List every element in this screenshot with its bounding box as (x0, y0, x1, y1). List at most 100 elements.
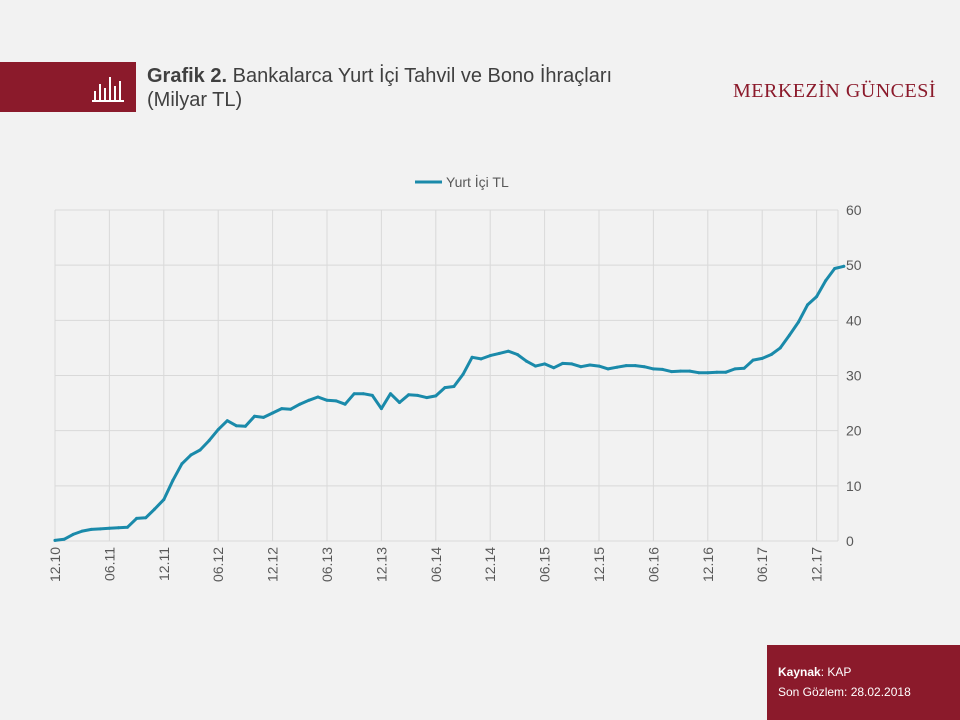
data-point (225, 419, 229, 423)
data-point (497, 351, 501, 355)
data-point (334, 399, 338, 403)
data-point (597, 364, 601, 368)
data-point (325, 398, 329, 402)
data-point (515, 353, 519, 356)
data-point (153, 507, 157, 511)
data-point (434, 394, 438, 398)
x-tick-label: 06.13 (319, 547, 335, 582)
data-point (488, 354, 492, 358)
x-tick-label: 06.14 (428, 547, 444, 582)
data-point (842, 264, 846, 268)
data-point (769, 353, 773, 356)
legend-label: Yurt İçi TL (446, 173, 509, 190)
data-point (778, 346, 782, 350)
data-point (117, 526, 120, 530)
data-point (234, 424, 238, 428)
data-point (53, 538, 57, 542)
data-point (787, 333, 791, 337)
data-point (561, 361, 565, 365)
data-point (298, 402, 302, 406)
data-point (760, 356, 764, 360)
y-tick-label: 0 (846, 533, 854, 549)
data-point (552, 366, 556, 370)
data-point (751, 358, 755, 362)
brand-name: MERKEZİN GÜNCESİ (733, 80, 936, 102)
data-point (824, 279, 828, 283)
data-point (198, 448, 202, 452)
data-point (71, 532, 75, 536)
data-point (307, 398, 311, 402)
x-tick-label: 12.13 (373, 547, 389, 582)
data-point (389, 392, 392, 396)
data-point (833, 267, 837, 270)
data-point (651, 367, 655, 371)
data-point (443, 386, 447, 390)
data-point (724, 370, 728, 374)
data-point (742, 366, 746, 370)
x-tick-label: 12.16 (700, 547, 716, 582)
data-point (697, 371, 701, 375)
data-point (815, 295, 819, 299)
data-point (615, 365, 619, 369)
x-tick-label: 06.12 (210, 547, 226, 582)
data-point (797, 320, 800, 324)
y-tick-label: 20 (846, 423, 862, 439)
data-point (579, 365, 583, 369)
data-point (606, 367, 610, 371)
data-point (506, 349, 510, 353)
chart-title: Grafik 2. Bankalarca Yurt İçi Tahvil ve … (147, 64, 707, 112)
x-tick-label: 12.12 (265, 547, 281, 582)
data-point (543, 362, 547, 366)
data-point (379, 407, 383, 411)
data-point (80, 529, 84, 533)
title-text: Bankalarca Yurt İçi Tahvil ve Bono İhraç… (227, 65, 613, 87)
y-tick-label: 10 (846, 478, 862, 494)
data-point (171, 478, 175, 482)
title-prefix: Grafik 2. (147, 65, 228, 87)
data-point (534, 364, 537, 368)
data-point (461, 372, 465, 376)
data-point (570, 362, 574, 366)
data-point (733, 367, 737, 371)
header-band (0, 62, 136, 112)
x-tick-label: 12.17 (809, 547, 825, 582)
data-point (262, 415, 265, 419)
source-label: Kaynak (778, 665, 821, 679)
data-point (243, 424, 247, 428)
data-point (398, 401, 401, 404)
data-point (180, 462, 184, 466)
data-point (407, 393, 411, 397)
data-point (588, 363, 592, 367)
data-point (89, 527, 93, 531)
data-point (189, 453, 193, 457)
x-tick-label: 12.14 (482, 547, 498, 582)
data-point (688, 369, 692, 373)
y-tick-label: 60 (846, 202, 862, 218)
data-point (207, 439, 211, 443)
y-tick-label: 30 (846, 368, 862, 384)
x-tick-label: 06.17 (754, 547, 770, 582)
x-tick-label: 12.15 (591, 547, 607, 582)
data-point (126, 525, 129, 529)
last-observation: Son Gözlem: 28.02.2018 (778, 685, 911, 699)
data-point (253, 414, 256, 418)
data-point (661, 367, 664, 371)
data-point (525, 359, 528, 363)
data-point (633, 364, 637, 368)
data-point (706, 371, 710, 375)
data-point (271, 411, 275, 415)
data-point (642, 365, 646, 369)
data-point (107, 526, 111, 530)
x-tick-label: 06.11 (101, 547, 117, 581)
source-value: : KAP (820, 665, 852, 679)
x-tick-label: 06.15 (537, 547, 553, 582)
data-point (452, 385, 456, 388)
data-point (62, 537, 66, 541)
x-tick-label: 12.11 (156, 547, 172, 581)
data-point (806, 303, 809, 307)
y-tick-label: 50 (846, 257, 862, 273)
title-unit: (Milyar TL) (147, 89, 243, 111)
data-point (624, 364, 628, 368)
data-point (679, 369, 683, 373)
data-point (416, 393, 420, 397)
